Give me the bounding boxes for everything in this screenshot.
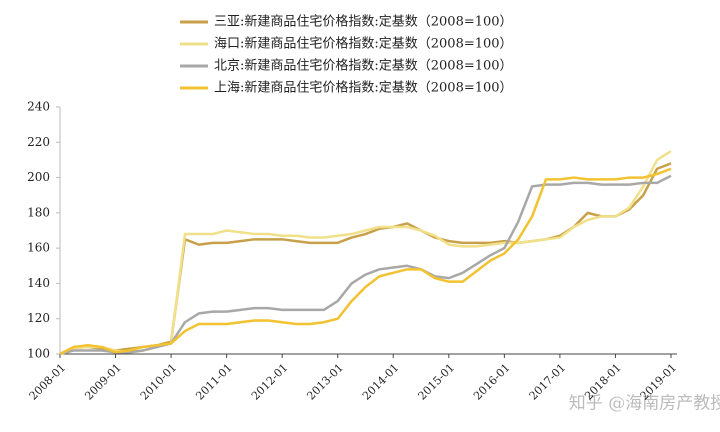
legend-label: 三亚:新建商品住宅价格指数:定基数（2008=100） (214, 14, 513, 30)
x-tick-label: 2008-01 (27, 361, 69, 403)
y-tick-label: 240 (27, 100, 50, 114)
series-line (59, 167, 672, 356)
x-tick-label: 2010-01 (138, 361, 180, 403)
y-tick-label: 120 (27, 311, 50, 325)
x-tick-label: 2017-01 (527, 361, 569, 403)
x-tick-label: 2015-01 (416, 361, 458, 403)
x-tick-label: 2013-01 (304, 361, 346, 403)
y-tick-label: 140 (27, 276, 50, 290)
series-line (59, 162, 672, 356)
y-tick-label: 220 (27, 135, 50, 149)
y-tick-label: 180 (27, 205, 50, 219)
legend-label: 北京:新建商品住宅价格指数:定基数（2008=100） (214, 58, 513, 74)
watermark: 知乎 @海南房产教授 (569, 394, 720, 414)
legend-label: 上海:新建商品住宅价格指数:定基数（2008=100） (214, 80, 513, 96)
y-tick-label: 100 (27, 347, 50, 361)
series-line (59, 150, 672, 356)
series-line (59, 174, 672, 356)
x-tick-label: 2012-01 (249, 361, 291, 403)
x-tick-label: 2014-01 (360, 361, 402, 403)
y-tick-label: 200 (27, 170, 50, 184)
y-tick-label: 160 (27, 241, 50, 255)
legend-label: 海口:新建商品住宅价格指数:定基数（2008=100） (214, 36, 513, 52)
x-tick-label: 2016-01 (471, 361, 513, 403)
x-tick-label: 2011-01 (193, 361, 235, 403)
x-tick-label: 2009-01 (82, 361, 124, 403)
